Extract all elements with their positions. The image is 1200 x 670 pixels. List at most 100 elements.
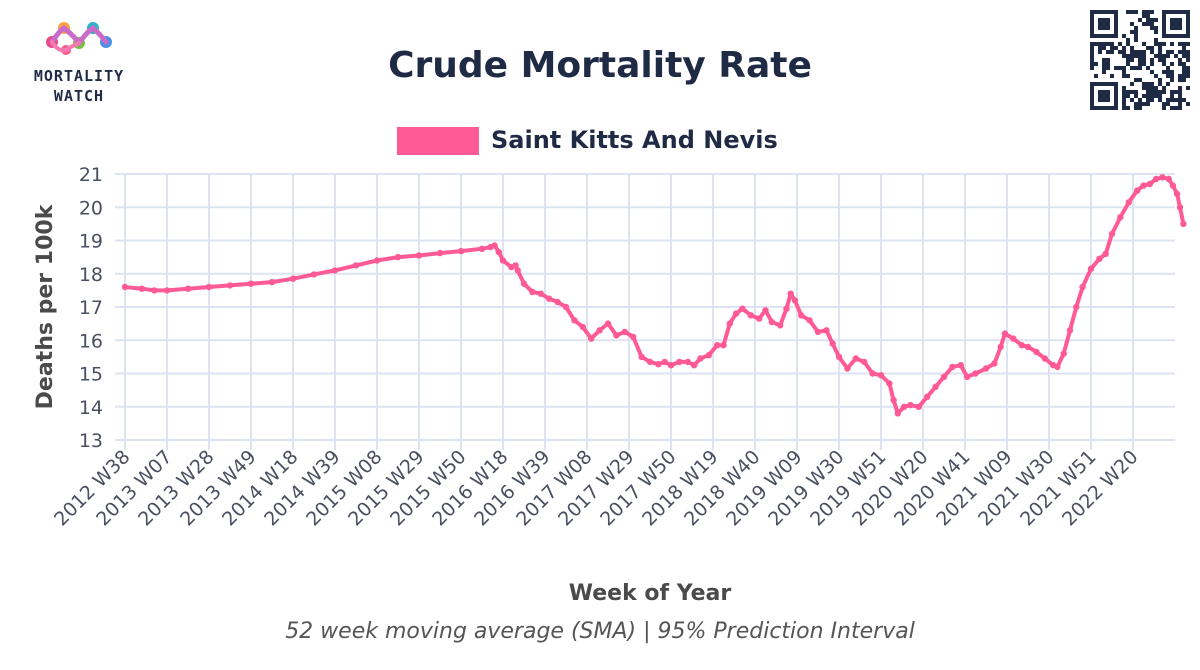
data-point	[1001, 330, 1009, 337]
data-point	[732, 310, 740, 317]
data-point	[638, 353, 645, 361]
data-point	[1079, 283, 1086, 291]
data-point	[963, 373, 971, 380]
data-point	[514, 267, 521, 274]
data-point	[1054, 363, 1061, 371]
data-point	[1010, 335, 1017, 342]
data-point	[949, 363, 956, 371]
data-point	[844, 365, 851, 372]
data-point	[991, 360, 998, 367]
data-point	[1073, 303, 1080, 311]
data-point	[1134, 187, 1141, 194]
data-point	[877, 372, 885, 379]
data-point	[1108, 230, 1116, 238]
data-point	[621, 328, 628, 336]
data-point	[630, 333, 637, 341]
x-axis-title: Week of Year	[569, 581, 732, 606]
data-point	[915, 403, 922, 410]
y-tick-label: 20	[79, 197, 103, 219]
data-point	[588, 335, 595, 342]
data-point	[491, 242, 498, 249]
data-point	[1180, 220, 1187, 228]
data-point	[1087, 265, 1095, 272]
y-tick-label: 16	[79, 330, 103, 352]
data-point	[1169, 182, 1177, 189]
data-point	[869, 370, 876, 377]
data-point	[806, 317, 813, 324]
data-point	[579, 323, 586, 331]
series-line	[123, 175, 1186, 416]
data-point	[1146, 180, 1154, 188]
data-point	[1125, 199, 1133, 206]
data-point	[762, 307, 769, 314]
data-point	[940, 373, 948, 380]
data-point	[415, 252, 423, 259]
legend-swatch	[397, 127, 479, 155]
y-tick-label: 18	[79, 264, 103, 286]
data-point	[537, 290, 544, 297]
data-point	[138, 285, 145, 292]
data-point	[331, 267, 339, 274]
data-point	[756, 315, 763, 322]
data-point	[714, 342, 721, 349]
data-point	[823, 327, 830, 334]
data-point	[861, 358, 868, 366]
data-point	[529, 288, 536, 296]
data-point	[684, 358, 691, 366]
data-point	[1140, 182, 1147, 189]
data-point	[596, 327, 603, 334]
data-point	[247, 280, 255, 287]
data-point	[571, 317, 578, 324]
data-point	[352, 262, 360, 269]
y-tick-label: 14	[79, 397, 103, 419]
qr-code-icon	[1090, 10, 1190, 110]
data-point	[829, 340, 836, 347]
data-point	[1024, 343, 1032, 351]
y-tick-label: 21	[79, 164, 103, 186]
mortality-watch-logo: MORTALITY WATCH	[34, 22, 124, 105]
data-point	[1060, 350, 1067, 357]
logo-mark-icon	[46, 22, 112, 55]
data-point	[894, 410, 901, 417]
data-point	[787, 290, 794, 297]
data-point	[394, 253, 402, 261]
data-point	[972, 370, 979, 377]
legend: Saint Kitts And Nevis	[397, 126, 778, 155]
data-point	[1066, 327, 1074, 334]
legend-label: Saint Kitts And Nevis	[491, 126, 778, 154]
y-tick-label: 19	[79, 231, 103, 253]
data-point	[835, 353, 843, 361]
data-point	[768, 318, 775, 326]
data-point	[268, 278, 276, 286]
data-point	[739, 305, 746, 312]
data-point	[1033, 348, 1040, 356]
data-point	[495, 248, 502, 256]
data-point	[890, 396, 897, 404]
chart-title: Crude Mortality Rate	[388, 45, 812, 86]
data-point	[747, 312, 754, 319]
data-point	[997, 343, 1004, 351]
data-point	[163, 287, 171, 294]
data-point	[1096, 255, 1103, 262]
data-point	[667, 362, 675, 369]
data-point	[676, 358, 683, 366]
data-point	[646, 358, 654, 366]
data-point	[1152, 175, 1160, 183]
y-axis-title: Deaths per 100k	[33, 203, 58, 409]
logo-line2: WATCH	[54, 87, 104, 105]
data-point	[1102, 250, 1109, 257]
data-point	[226, 282, 234, 289]
data-point	[720, 342, 727, 349]
chart-subtitle: 52 week moving average (SMA) | 95% Predi…	[285, 619, 915, 644]
logo-line1: MORTALITY	[34, 67, 124, 85]
data-point	[613, 332, 620, 339]
data-point	[1176, 204, 1184, 211]
data-point	[907, 401, 914, 409]
data-point	[957, 362, 964, 369]
data-point	[520, 280, 528, 287]
data-point	[604, 320, 612, 327]
y-tick-label: 17	[79, 297, 103, 319]
data-point	[814, 328, 822, 336]
data-point	[289, 275, 297, 282]
data-point	[705, 352, 712, 359]
